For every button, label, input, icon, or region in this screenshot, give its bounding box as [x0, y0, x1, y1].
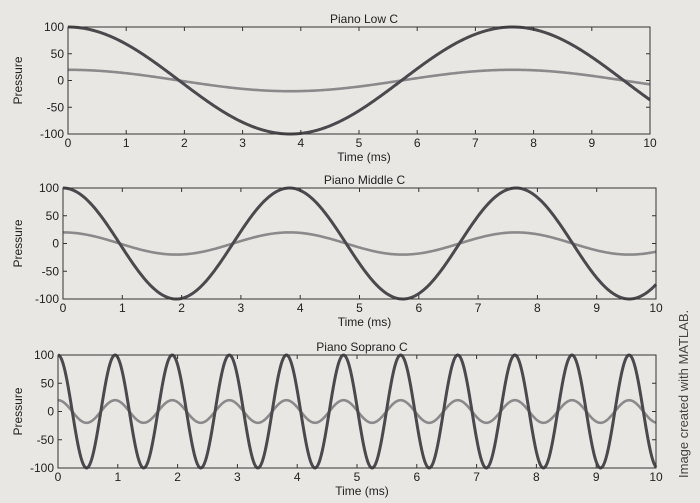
x-tick-label: 9 — [588, 136, 595, 150]
y-tick-label: 50 — [51, 47, 65, 61]
x-tick-label: 2 — [174, 470, 181, 484]
chart-title: Piano Soprano C — [316, 340, 408, 354]
quiet-waveform-line — [67, 68, 651, 93]
y-tick-label: -100 — [40, 127, 64, 141]
credit-text: Image created with MATLAB. — [676, 310, 691, 478]
quiet-waveform-line — [62, 231, 657, 256]
x-tick-label: 10 — [643, 136, 657, 150]
loud-waveform-line — [57, 353, 658, 470]
y-tick-label: 0 — [52, 237, 59, 251]
y-tick-label: -50 — [42, 264, 60, 278]
y-tick-label: 0 — [47, 405, 54, 419]
x-tick-label: 2 — [178, 301, 185, 315]
y-tick-label: 50 — [46, 209, 60, 223]
x-tick-label: 4 — [297, 136, 304, 150]
x-tick-label: 7 — [473, 470, 480, 484]
y-axis-label: Pressure — [11, 56, 25, 104]
x-axis-label: Time (ms) — [338, 315, 392, 329]
x-tick-label: 10 — [649, 301, 663, 315]
y-axis-label: Pressure — [11, 387, 25, 435]
y-tick-label: -100 — [30, 461, 54, 475]
x-tick-label: 1 — [123, 136, 130, 150]
x-tick-label: 8 — [530, 136, 537, 150]
x-tick-label: 10 — [649, 470, 663, 484]
x-axis-label: Time (ms) — [337, 150, 391, 164]
x-tick-label: 6 — [414, 136, 421, 150]
x-tick-label: 3 — [238, 301, 245, 315]
x-tick-label: 5 — [356, 136, 363, 150]
y-tick-label: 50 — [41, 376, 55, 390]
y-tick-label: 100 — [34, 348, 54, 362]
chart-2: 0 1 2 3 4 5 6 7 8 9 10 100 50 0 -50 -100 Piano Middle C T… — [11, 173, 663, 329]
y-tick-label: 100 — [44, 20, 64, 34]
x-tick-label: 4 — [297, 301, 304, 315]
y-tick-label: 100 — [39, 181, 59, 195]
x-tick-label: 2 — [181, 136, 188, 150]
x-tick-label: 6 — [413, 470, 420, 484]
x-tick-label: 0 — [65, 136, 72, 150]
x-axis-label: Time (ms) — [335, 484, 389, 498]
x-tick-label: 9 — [593, 301, 600, 315]
x-tick-label: 1 — [114, 470, 121, 484]
chart-title: Piano Low C — [330, 12, 398, 26]
x-tick-label: 1 — [119, 301, 126, 315]
y-axis-label: Pressure — [11, 219, 25, 267]
x-tick-label: 8 — [534, 301, 541, 315]
x-tick-label: 0 — [55, 470, 62, 484]
x-tick-label: 5 — [356, 301, 363, 315]
x-tick-label: 5 — [354, 470, 361, 484]
axes-box — [67, 26, 651, 135]
x-tick-label: 6 — [415, 301, 422, 315]
x-tick-label: 3 — [239, 136, 246, 150]
loud-waveform-line — [62, 186, 658, 301]
x-tick-label: 0 — [60, 301, 67, 315]
y-tick-label: -100 — [35, 292, 59, 306]
x-tick-label: 7 — [475, 301, 482, 315]
y-tick-label: -50 — [37, 433, 55, 447]
y-tick-label: 0 — [57, 74, 64, 88]
x-tick-label: 9 — [593, 470, 600, 484]
x-tick-label: 7 — [472, 136, 479, 150]
loud-waveform-line — [67, 25, 651, 136]
chart-1: 0 1 2 3 4 5 6 7 8 9 10 100 50 0 -50 -100 Piano Low C Time… — [11, 12, 657, 164]
chart-3: 0 1 2 3 4 5 6 7 8 9 10 100 50 0 -50 -100 Piano Soprano C… — [11, 340, 663, 498]
x-tick-label: 3 — [234, 470, 241, 484]
x-tick-label: 8 — [533, 470, 540, 484]
y-tick-label: -50 — [47, 100, 65, 114]
chart-title: Piano Middle C — [324, 173, 406, 187]
x-tick-label: 4 — [294, 470, 301, 484]
axes-box — [62, 187, 657, 300]
